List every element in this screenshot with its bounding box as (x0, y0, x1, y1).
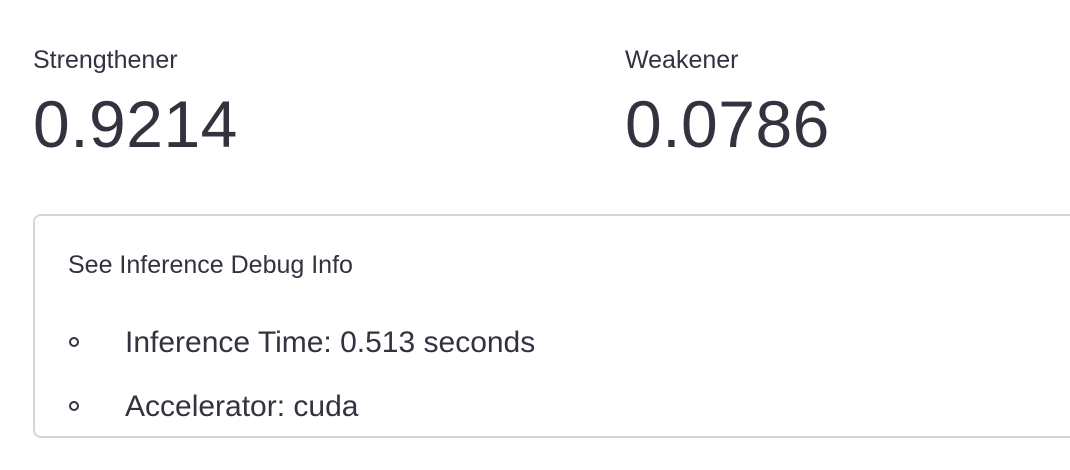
expander-toggle[interactable]: See Inference Debug Info (68, 251, 353, 279)
inference-time-text: Inference Time: 0.513 seconds (125, 326, 536, 359)
inference-debug-expander: See Inference Debug Info Inference Time:… (33, 214, 1070, 438)
circle-bullet-icon (69, 337, 79, 347)
metric-weakener: Weakener 0.0786 (625, 42, 830, 164)
metric-value: 0.9214 (33, 87, 238, 161)
metric-strengthener: Strengthener 0.9214 (33, 42, 238, 164)
debug-info-list: Inference Time: 0.513 seconds Accelerato… (35, 321, 1015, 436)
metric-label: Strengthener (33, 46, 178, 74)
accelerator-text: Accelerator: cuda (125, 390, 359, 423)
metric-value: 0.0786 (625, 87, 830, 161)
list-item: Inference Time: 0.513 seconds (35, 321, 1015, 385)
metrics-row: Strengthener 0.9214 Weakener 0.0786 (0, 0, 1070, 200)
metric-label: Weakener (625, 46, 739, 74)
list-item: Accelerator: cuda (35, 385, 1015, 436)
circle-bullet-icon (69, 401, 79, 411)
